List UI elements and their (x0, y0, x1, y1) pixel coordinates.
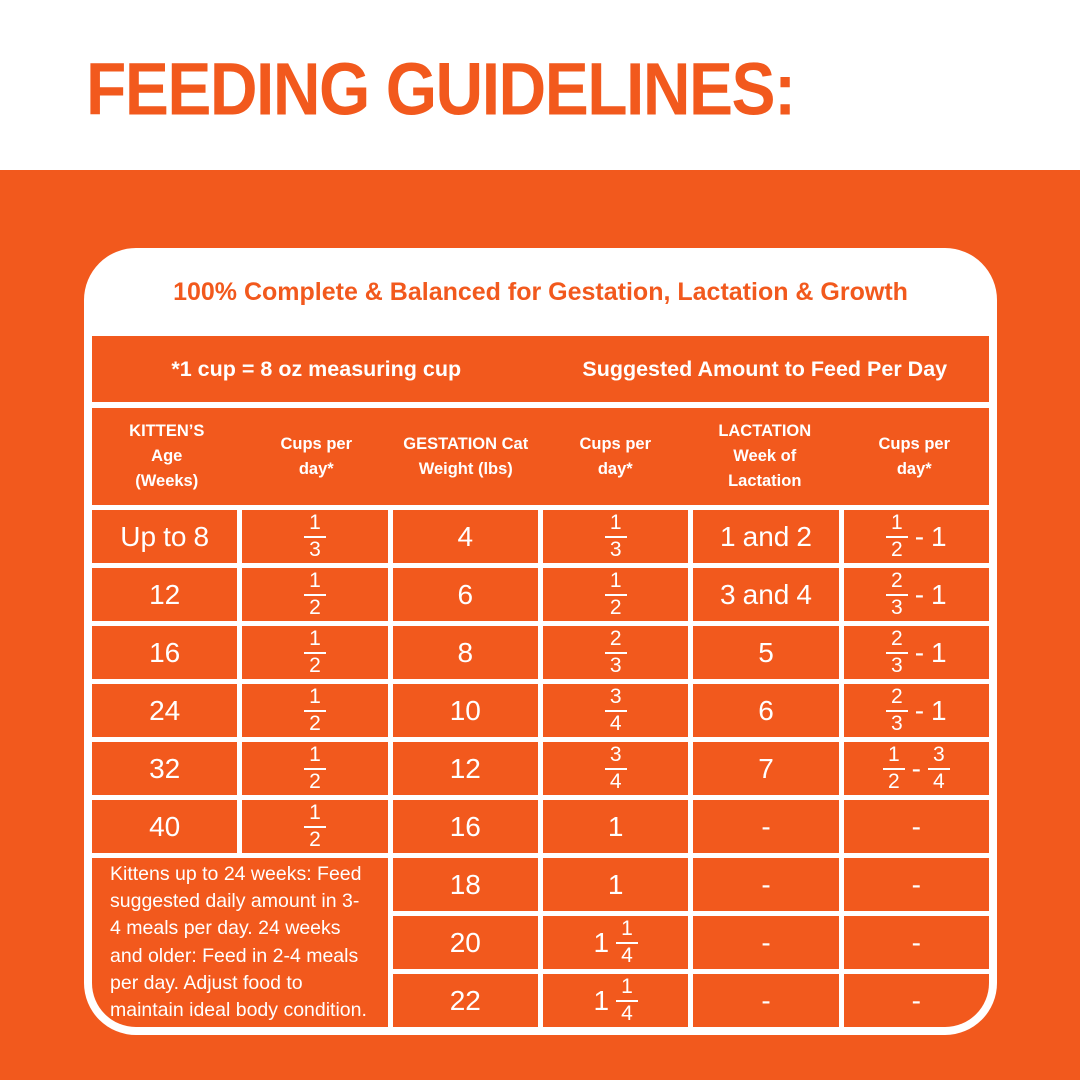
table-cell: - (843, 974, 989, 1027)
table-cell: 1 (542, 800, 689, 853)
table-header-row: KITTEN’S Age (Weeks) Cups per day* GESTATION … (92, 408, 989, 505)
table-cell: 6 (392, 568, 538, 621)
suggested-amount-label: Suggested Amount to Feed Per Day (582, 356, 948, 381)
table-cell: 3 and 4 (693, 568, 839, 621)
table-cell: 18 (392, 858, 538, 911)
cup-measure-note: *1 cup = 8 oz measuring cup (171, 356, 462, 381)
column-header: LACTATION Week of Lactation (718, 422, 812, 490)
table-cell: 7 (693, 742, 839, 795)
subheader-band: *1 cup = 8 oz measuring cup Suggested Am… (92, 336, 989, 402)
table-cell: 20 (392, 916, 538, 969)
table-cell: 8 (392, 626, 538, 679)
feeding-note: Kittens up to 24 weeks: Feed suggested d… (92, 858, 388, 1027)
table-cell: - (693, 800, 839, 853)
table-cell: 12 (392, 742, 538, 795)
table-cell: 40 (92, 800, 238, 853)
table-cell: 32 (92, 742, 238, 795)
table-cell: 16 (92, 626, 238, 679)
table-cell: 6 (693, 684, 839, 737)
column-header: Cups per day* (280, 434, 352, 478)
orange-background: 100% Complete & Balanced for Gestation, … (0, 170, 1080, 1080)
column-header: Cups per day* (579, 434, 651, 478)
table-cell: 1 (542, 858, 689, 911)
table-cell: 24 (92, 684, 238, 737)
table-cell: - (693, 858, 839, 911)
table-cell: - (693, 974, 839, 1027)
table-cell: 10 (392, 684, 538, 737)
table-grid: Up to 8 1 3 4 1 3 1 and 2 1 2-1 12 1 2 6 1 2 3 and 4 2 3-1 16 1 2 8… (92, 510, 989, 1027)
table-cell: - (843, 916, 989, 969)
table-cell: Up to 8 (92, 510, 238, 563)
table-cell: - (843, 800, 989, 853)
table-cell: 4 (392, 510, 538, 563)
table-cell: - (843, 858, 989, 911)
table-cell: 12 (92, 568, 238, 621)
table-cell: 16 (392, 800, 538, 853)
table-cell: 5 (693, 626, 839, 679)
page-title: FEEDING GUIDELINES: (86, 47, 796, 131)
column-header: GESTATION Cat Weight (lbs) (403, 434, 529, 478)
column-header: Cups per day* (878, 434, 950, 478)
table-cell: 1 and 2 (693, 510, 839, 563)
feeding-guidelines-card: 100% Complete & Balanced for Gestation, … (84, 248, 997, 1035)
card-header: 100% Complete & Balanced for Gestation, … (173, 277, 908, 306)
table-cell: 22 (392, 974, 538, 1027)
table-cell: - (693, 916, 839, 969)
column-header: KITTEN’S Age (Weeks) (129, 422, 205, 490)
